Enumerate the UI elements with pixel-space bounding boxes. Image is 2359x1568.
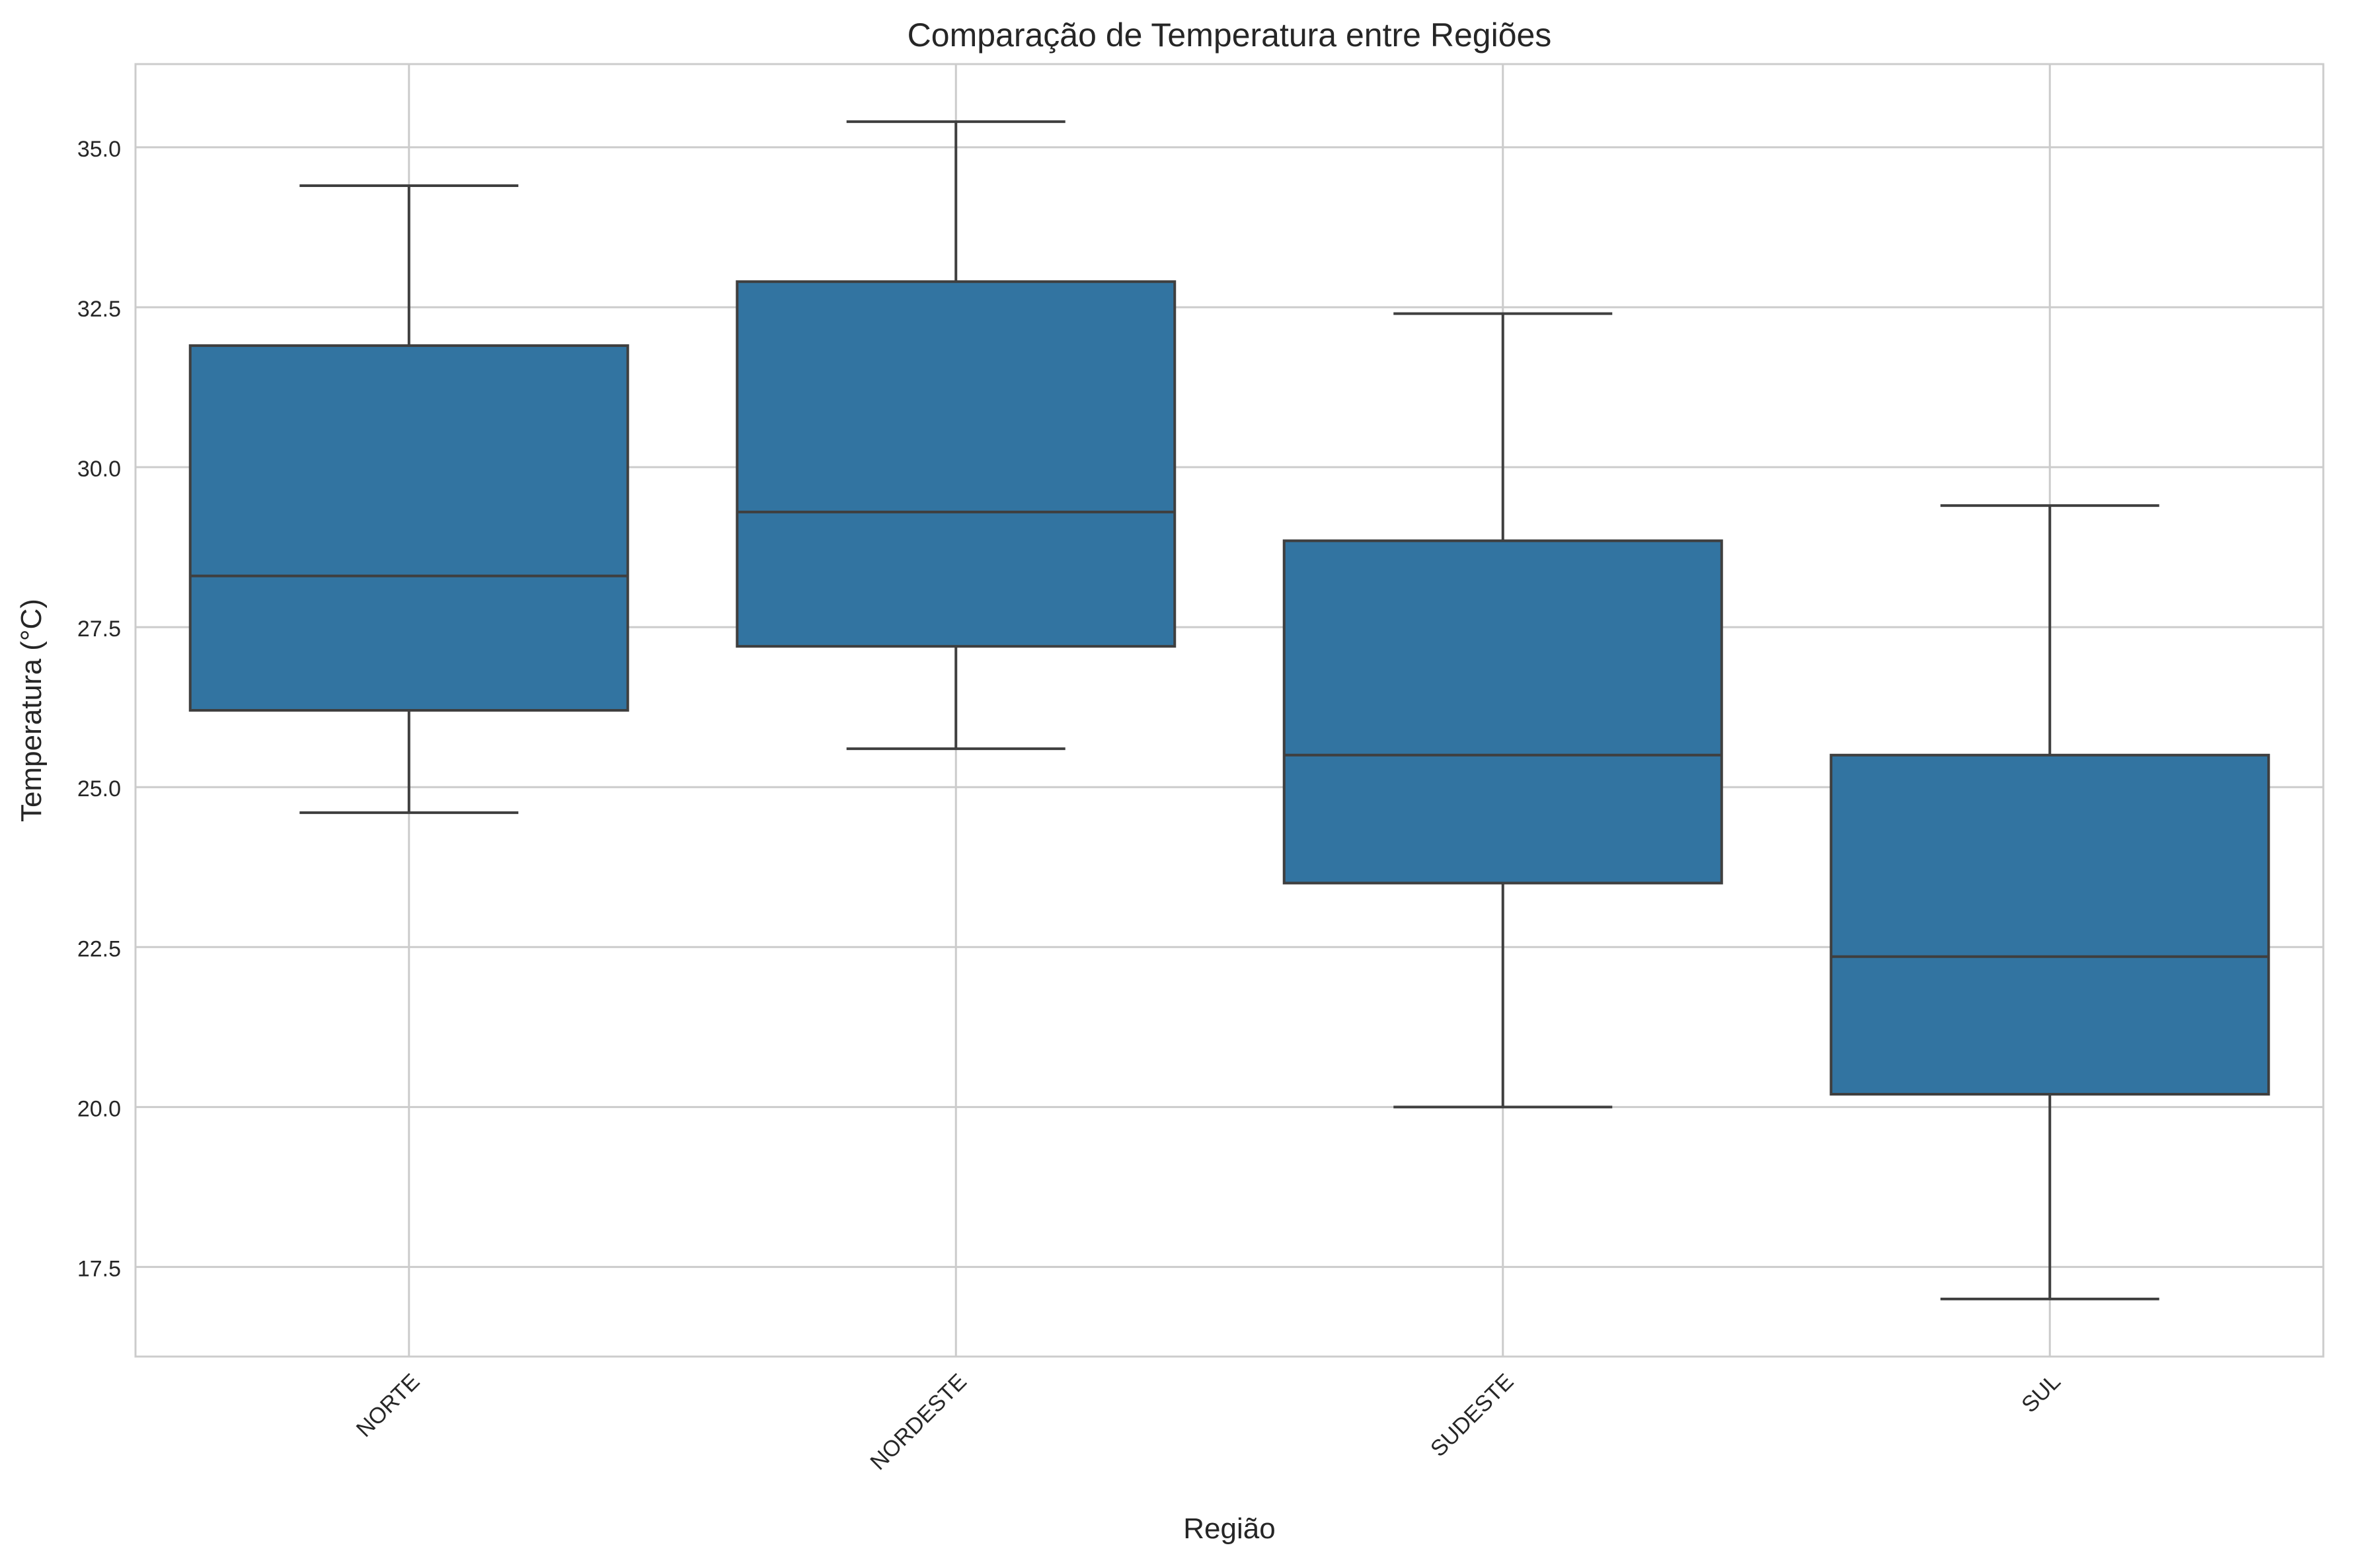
box-series [188,120,2270,1300]
y-tick-label: 35.0 [77,137,121,162]
chart-title: Comparação de Temperatura entre Regiões [908,17,1552,54]
y-tick-label: 30.0 [77,457,121,482]
box-iqr [1830,753,2270,1096]
x-axis-label: Região [1183,1512,1275,1545]
plot-frame [134,63,2325,1358]
y-tick-label: 25.0 [77,776,121,802]
y-tick-label: 22.5 [77,936,121,961]
box-nordeste [736,120,1177,751]
y-tick-label: 17.5 [77,1256,121,1281]
y-tick-labels: 17.5 20.0 22.5 25.0 27.5 30.0 32.5 35.0 [77,137,121,1282]
box-iqr [1282,539,1723,885]
y-tick-label: 27.5 [77,616,121,642]
y-tick-label: 20.0 [77,1096,121,1121]
box-sul [1830,504,2270,1300]
box-sudeste [1282,312,1723,1109]
box-iqr [736,280,1177,648]
y-tick-label: 32.5 [77,297,121,322]
y-axis-label: Temperatura (°C) [15,599,48,822]
box-norte [188,184,629,814]
box-iqr [188,344,629,712]
